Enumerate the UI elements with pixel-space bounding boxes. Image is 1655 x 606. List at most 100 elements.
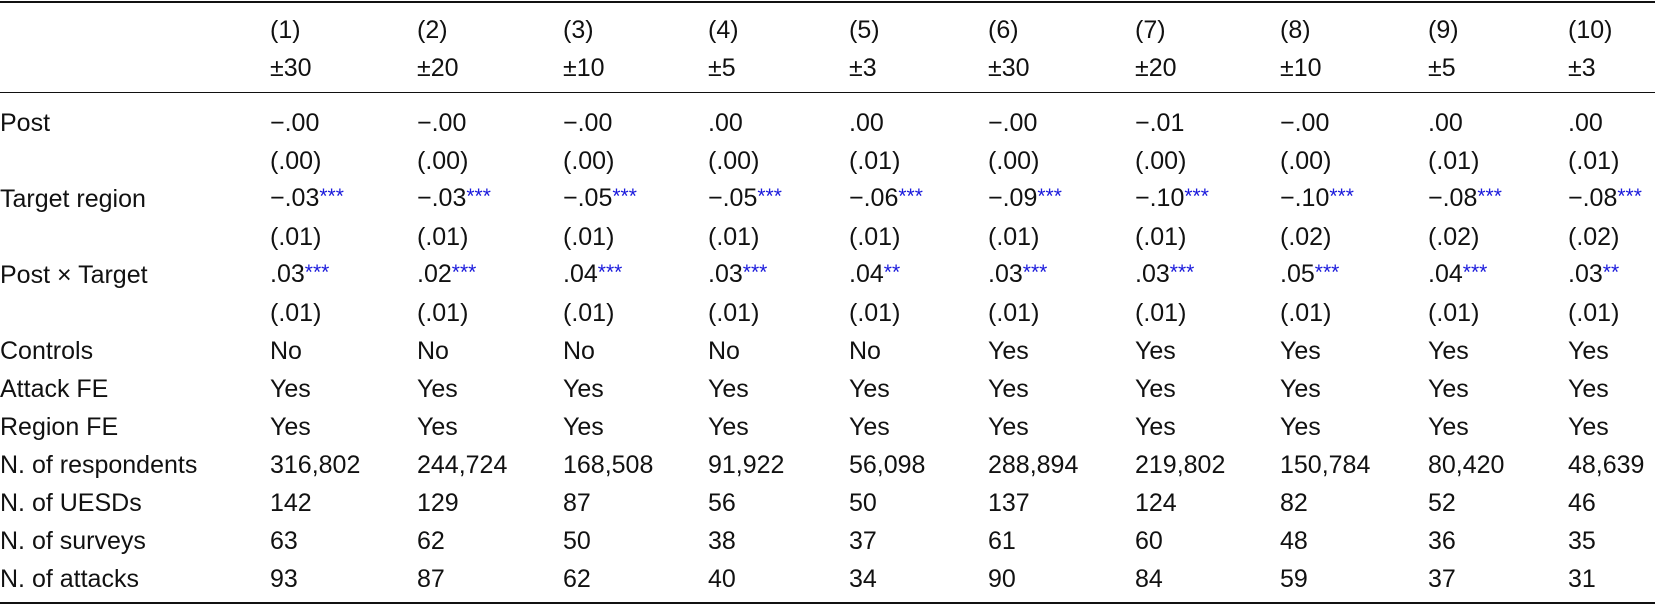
column-window: ±3: [1568, 54, 1596, 82]
table-cell: Yes: [270, 413, 311, 441]
column-window: ±20: [417, 54, 459, 82]
column-number: (4): [708, 16, 739, 44]
coefficient: .02: [417, 260, 452, 288]
table-cell: Yes: [708, 413, 749, 441]
table-cell: 36: [1428, 527, 1456, 555]
table-cell: Yes: [563, 413, 604, 441]
coefficient-cell: −.03***: [417, 183, 491, 215]
column-number: (7): [1135, 16, 1166, 44]
column-number: (8): [1280, 16, 1311, 44]
significance-stars: ***: [451, 261, 477, 284]
table-cell: (.02): [1280, 223, 1332, 251]
coefficient-cell: .03***: [1135, 259, 1194, 291]
table-cell: 93: [270, 565, 298, 593]
table-cell: (.01): [270, 223, 322, 251]
column-number: (10): [1568, 16, 1613, 44]
coefficient: −.08: [1568, 184, 1618, 212]
table-cell: Yes: [1280, 337, 1321, 365]
table-cell: 46: [1568, 489, 1596, 517]
table-cell: (.01): [563, 223, 615, 251]
table-cell: Yes: [1428, 375, 1469, 403]
coefficient-cell: .03***: [988, 259, 1047, 291]
coefficient: −.03: [417, 184, 467, 212]
table-cell: Yes: [417, 375, 458, 403]
coefficient-cell: −.09***: [988, 183, 1062, 215]
column-window: ±30: [988, 54, 1030, 82]
column-number: (2): [417, 16, 448, 44]
table-cell: 244,724: [417, 451, 508, 479]
coefficient-cell: .04**: [849, 259, 900, 291]
table-cell: (.01): [849, 147, 901, 175]
table-cell: (.01): [1280, 299, 1332, 327]
significance-stars: ***: [1617, 185, 1642, 208]
coefficient-cell: −.08***: [1428, 183, 1502, 215]
table-cell: −.00: [1280, 109, 1330, 137]
table-cell: (.01): [849, 299, 901, 327]
table-cell: 60: [1135, 527, 1163, 555]
table-cell: 219,802: [1135, 451, 1226, 479]
table-cell: 48,639: [1568, 451, 1645, 479]
significance-stars: ***: [898, 185, 923, 208]
table-cell: Yes: [1135, 375, 1176, 403]
coefficient: .03: [1135, 260, 1170, 288]
table-cell: (.00): [1280, 147, 1332, 175]
coefficient: .04: [849, 260, 884, 288]
table-cell: 91,922: [708, 451, 785, 479]
table-cell: 87: [563, 489, 591, 517]
table-cell: 90: [988, 565, 1016, 593]
table-cell: No: [708, 337, 740, 365]
table-cell: (.00): [417, 147, 469, 175]
table-cell: (.01): [708, 299, 760, 327]
table-cell: −.00: [270, 109, 320, 137]
coefficient: −.08: [1428, 184, 1478, 212]
table-cell: −.01: [1135, 109, 1185, 137]
column-number: (9): [1428, 16, 1459, 44]
coefficient-cell: .02***: [417, 259, 476, 291]
table-cell: (.02): [1428, 223, 1480, 251]
table-cell: 87: [417, 565, 445, 593]
coefficient: .03: [270, 260, 305, 288]
significance-stars: ***: [1462, 261, 1488, 284]
coefficient: .05: [1280, 260, 1315, 288]
table-cell: 63: [270, 527, 298, 555]
table-cell: 84: [1135, 565, 1163, 593]
table-cell: 124: [1135, 489, 1177, 517]
coefficient: .04: [1428, 260, 1463, 288]
coefficient-cell: .03***: [270, 259, 329, 291]
table-cell: (.00): [988, 147, 1040, 175]
table-cell: −.00: [563, 109, 613, 137]
table-cell: (.02): [1568, 223, 1620, 251]
column-window: ±10: [563, 54, 605, 82]
table-cell: (.01): [708, 223, 760, 251]
table-cell: (.00): [270, 147, 322, 175]
table-cell: Yes: [988, 337, 1029, 365]
column-number: (1): [270, 16, 301, 44]
table-cell: 31: [1568, 565, 1596, 593]
table-cell: Yes: [988, 375, 1029, 403]
table-cell: (.01): [988, 223, 1040, 251]
table-cell: 137: [988, 489, 1030, 517]
coefficient: −.10: [1280, 184, 1330, 212]
table-cell: 80,420: [1428, 451, 1505, 479]
significance-stars: ***: [597, 261, 623, 284]
coefficient: −.10: [1135, 184, 1185, 212]
bottom-rule: [0, 602, 1655, 604]
table-cell: .00: [849, 109, 884, 137]
table-cell: Yes: [849, 375, 890, 403]
significance-stars: ***: [304, 261, 330, 284]
header-rule: [0, 92, 1655, 93]
coefficient-cell: −.03***: [270, 183, 344, 215]
table-cell: (.01): [417, 299, 469, 327]
table-cell: Yes: [270, 375, 311, 403]
significance-stars: ***: [757, 185, 782, 208]
table-cell: No: [270, 337, 302, 365]
coefficient-cell: .03**: [1568, 259, 1619, 291]
coefficient: −.06: [849, 184, 899, 212]
row-label: Attack FE: [0, 375, 109, 403]
column-number: (3): [563, 16, 594, 44]
table-cell: (.01): [1568, 147, 1620, 175]
table-cell: 56: [708, 489, 736, 517]
top-rule: [0, 1, 1655, 3]
column-number: (6): [988, 16, 1019, 44]
row-label: Post: [0, 109, 51, 137]
